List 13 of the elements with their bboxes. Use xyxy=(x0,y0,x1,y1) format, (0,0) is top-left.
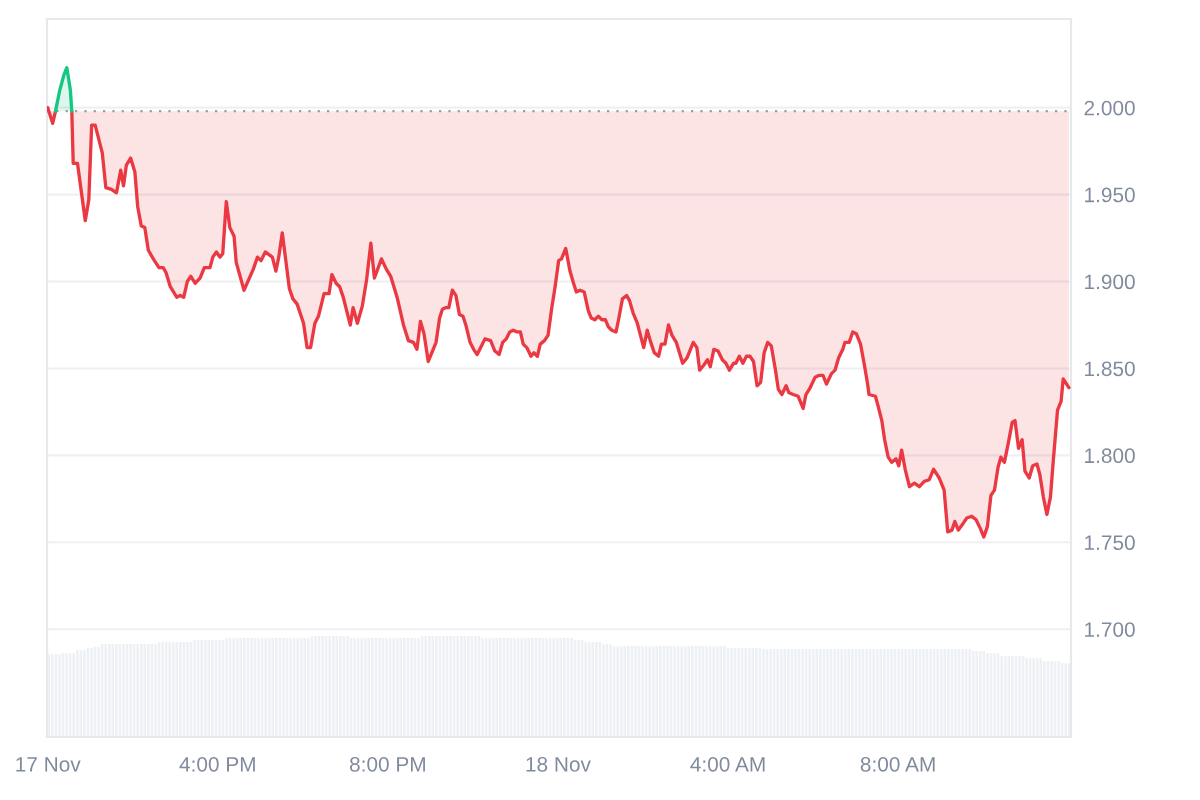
x-tick-label: 4:00 AM xyxy=(690,756,765,772)
x-tick-label: 4:00 PM xyxy=(179,756,255,772)
x-tick-label: 8:00 PM xyxy=(349,756,425,772)
y-tick-label: 1.750 xyxy=(1085,535,1135,551)
y-tick-label: 1.950 xyxy=(1085,187,1135,203)
x-tick-label: 17 Nov xyxy=(16,757,81,772)
y-tick-label: 1.900 xyxy=(1085,274,1135,290)
y-tick-label: 1.850 xyxy=(1085,361,1135,377)
x-tick-label: 18 Nov xyxy=(526,756,591,772)
y-tick-label: 2.000 xyxy=(1084,100,1135,116)
x-tick-label: 8:00 AM xyxy=(860,756,935,772)
y-tick-label: 1.700 xyxy=(1085,622,1135,637)
y-tick-label: 1.800 xyxy=(1085,448,1135,464)
